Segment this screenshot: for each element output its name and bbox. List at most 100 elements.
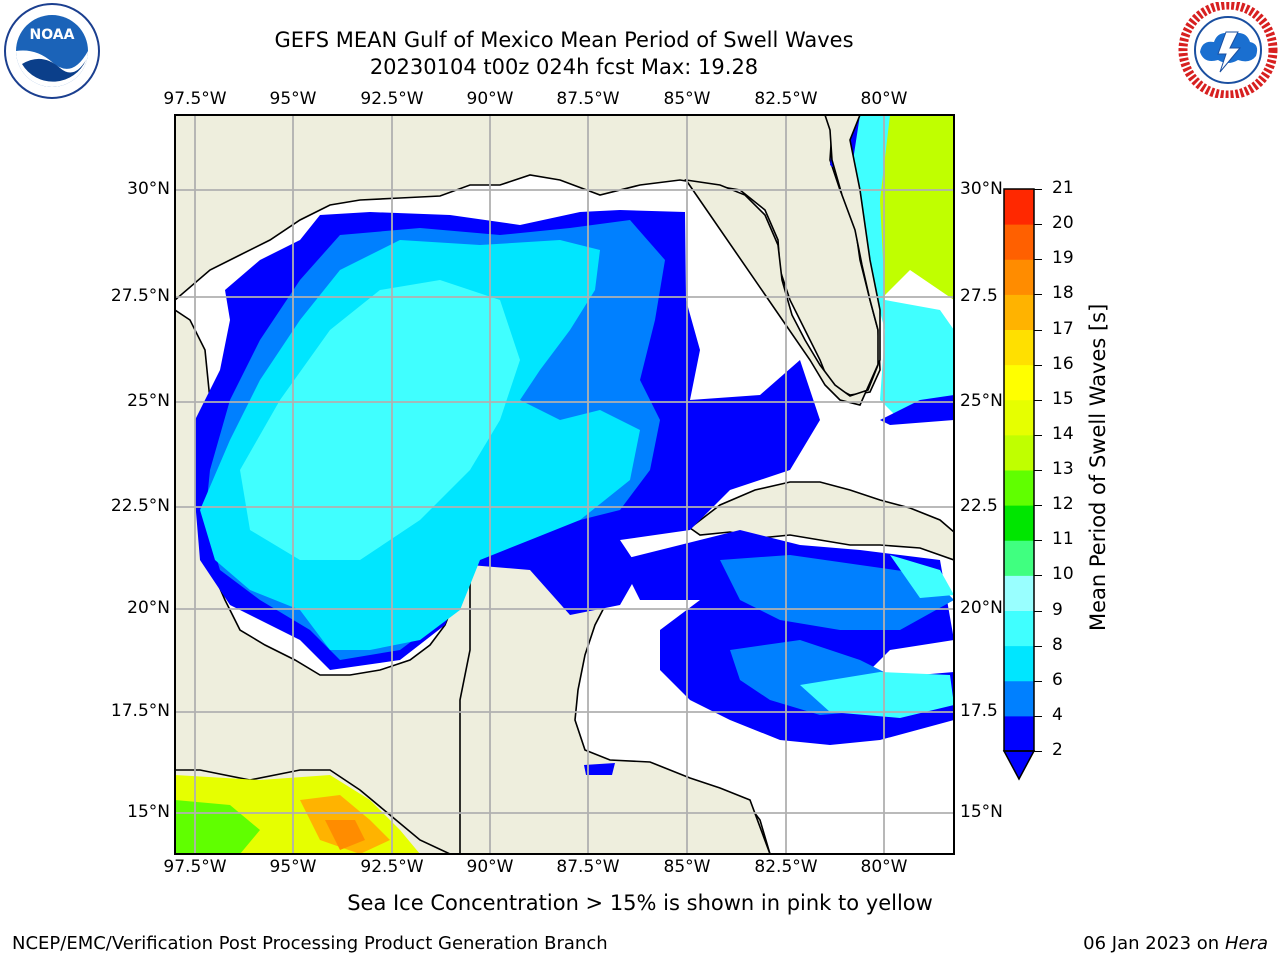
lon-tick-top: 80°W — [860, 89, 908, 109]
date-text: 06 Jan 2023 on — [1083, 933, 1225, 954]
colorbar-tick-mark — [1034, 329, 1042, 331]
colorbar-tick-mark — [1034, 294, 1042, 296]
lat-tick-left: 20°N — [127, 598, 170, 618]
colorbar-tick-mark — [1034, 470, 1042, 471]
colorbar-tick-label: 17 — [1052, 318, 1074, 339]
colorbar-tick-mark — [1034, 189, 1042, 190]
colorbar-tick-label: 6 — [1052, 669, 1063, 690]
lat-tick-left: 17.5°N — [110, 701, 170, 721]
lat-tick-left: 22.5°N — [110, 496, 170, 516]
sea-ice-note: Sea Ice Concentration > 15% is shown in … — [0, 891, 1280, 915]
colorbar-tick-label: 18 — [1052, 283, 1074, 304]
lon-tick-bottom: 87.5°W — [556, 857, 620, 877]
credit-text: NCEP/EMC/Verification Post Processing Pr… — [12, 933, 608, 954]
lon-tick-top: 97.5°W — [163, 89, 227, 109]
lat-tick-left: 15°N — [127, 802, 170, 822]
colorbar-cell — [1004, 505, 1034, 541]
lat-tick-left: 30°N — [127, 179, 170, 199]
colorbar-tick-mark — [1034, 259, 1042, 261]
lat-tick-right: 30°N — [960, 179, 1003, 199]
colorbar-tick-mark — [1034, 680, 1042, 682]
colorbar-cell — [1004, 680, 1034, 717]
nws-logo — [1178, 2, 1278, 98]
colorbar-cell — [1004, 294, 1034, 330]
colorbar — [1002, 188, 1036, 781]
lon-tick-top: 87.5°W — [556, 89, 620, 109]
lon-tick-top: 90°W — [466, 89, 514, 109]
colorbar-tick-label: 9 — [1052, 599, 1063, 620]
lon-tick-bottom: 90°W — [466, 857, 514, 877]
lon-tick-bottom: 82.5°W — [754, 857, 818, 877]
lat-tick-right: 15°N — [960, 802, 1003, 822]
colorbar-tick-mark — [1034, 540, 1042, 542]
caribbean-swell-light — [800, 555, 954, 718]
colorbar-cell — [1004, 434, 1034, 471]
colorbar-tick-mark — [1034, 610, 1042, 612]
colorbar-tick-label: 4 — [1052, 704, 1063, 725]
lat-tick-right: 25°N — [960, 391, 1003, 411]
lat-tick-left: 25°N — [127, 391, 170, 411]
colorbar-cell — [1004, 364, 1034, 401]
atlantic-swell-cyan — [840, 115, 954, 420]
lon-tick-top: 92.5°W — [360, 89, 424, 109]
colorbar-tick-mark — [1034, 645, 1042, 647]
colorbar-tick-mark — [1034, 399, 1042, 401]
colorbar-tick-label: 15 — [1052, 388, 1074, 409]
colorbar-tick-label: 11 — [1052, 529, 1074, 550]
lon-tick-top: 82.5°W — [754, 89, 818, 109]
colorbar-cell — [1004, 715, 1034, 752]
colorbar-cell — [1004, 470, 1034, 506]
lat-tick-right: 17.5 — [960, 701, 998, 721]
lon-tick-bottom: 92.5°W — [360, 857, 424, 877]
colorbar-tick-mark — [1034, 364, 1042, 366]
colorbar-tick-mark — [1034, 715, 1042, 717]
lon-tick-top: 95°W — [269, 89, 317, 109]
colorbar-tick-label: 10 — [1052, 564, 1074, 585]
chart-subtitle: 20230104 t00z 024h fcst Max: 19.28 — [369, 55, 759, 79]
colorbar-tick-label: 14 — [1052, 423, 1074, 444]
colorbar-tick-label: 16 — [1052, 353, 1074, 374]
colorbar-tick-label: 12 — [1052, 494, 1074, 515]
colorbar-cell — [1004, 575, 1034, 611]
colorbar-cell — [1004, 329, 1034, 366]
caribbean-swell-mid — [720, 555, 954, 715]
colorbar-tick-mark — [1034, 575, 1042, 577]
map-grid — [175, 115, 954, 854]
date-stamp: 06 Jan 2023 on Hera — [1083, 933, 1268, 954]
colorbar-tick-label: 20 — [1052, 213, 1074, 234]
lon-tick-bottom: 97.5°W — [163, 857, 227, 877]
colorbar-cell — [1004, 189, 1034, 225]
colorbar-extend-arrow — [1002, 750, 1036, 781]
svg-text:NOAA: NOAA — [30, 27, 75, 43]
host-text: Hera — [1224, 933, 1268, 954]
chart-title: GEFS MEAN Gulf of Mexico Mean Period of … — [274, 28, 854, 52]
colorbar-tick-label: 13 — [1052, 459, 1074, 479]
map-frame — [174, 114, 955, 855]
lon-tick-bottom: 95°W — [269, 857, 317, 877]
colorbar-title: Mean Period of Swell Waves [s] — [1086, 303, 1110, 631]
colorbar-cell — [1004, 224, 1034, 260]
sea-ice-note-text: Sea Ice Concentration > 15% is shown in … — [347, 891, 933, 915]
gulf-swell-light — [240, 280, 520, 560]
atlantic-swell-field — [875, 115, 954, 300]
colorbar-cell — [1004, 610, 1034, 647]
lat-tick-left: 27.5°N — [110, 286, 170, 306]
colorbar-cell — [1004, 259, 1034, 295]
colorbar-cell — [1004, 540, 1034, 576]
lat-tick-right: 27.5 — [960, 286, 998, 306]
pacific-swell-peak — [325, 820, 365, 850]
lon-tick-bottom: 85°W — [663, 857, 711, 877]
colorbar-tick-mark — [1034, 224, 1042, 226]
colorbar-tick-mark — [1034, 505, 1042, 507]
colorbar-tick-mark — [1034, 751, 1042, 752]
honduras-swell — [584, 763, 615, 775]
colorbar-tick-label: 19 — [1052, 248, 1074, 269]
colorbar-tick-label: 2 — [1052, 740, 1063, 760]
lat-tick-right: 22.5 — [960, 496, 998, 516]
lon-tick-bottom: 80°W — [860, 857, 908, 877]
colorbar-tick-mark — [1034, 434, 1042, 436]
lat-tick-right: 20°N — [960, 598, 1003, 618]
lon-tick-top: 85°W — [663, 89, 711, 109]
colorbar-cell — [1004, 399, 1034, 436]
